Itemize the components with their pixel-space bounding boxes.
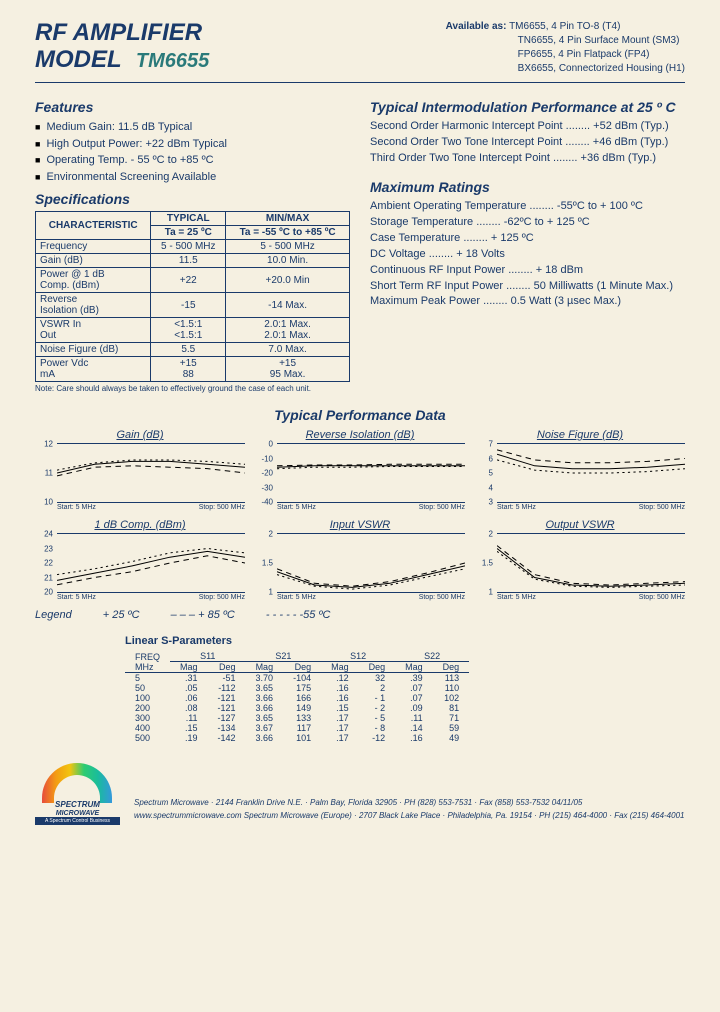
features-list: Medium Gain: 11.5 dB TypicalHigh Output … <box>35 119 350 185</box>
intermod-heading: Typical Intermodulation Performance at 2… <box>370 99 685 115</box>
legend-25c: + 25 ºC <box>103 609 140 621</box>
legend-label: Legend <box>35 609 72 621</box>
features-heading: Features <box>35 99 350 115</box>
chart: Output VSWR11.52Start: 5 MHzStop: 500 MH… <box>475 519 685 601</box>
sparams-table: FREQMHzS11S21S12S22MagDegMagDegMagDegMag… <box>125 651 469 743</box>
spectrum-logo: SPECTRUMMICROWAVE A Spectrum Control Bus… <box>35 763 120 823</box>
feature-item: Operating Temp. - 55 ºC to +85 ºC <box>35 152 350 169</box>
chart: Noise Figure (dB)34567Start: 5 MHzStop: … <box>475 429 685 511</box>
spec-note: Note: Care should always be taken to eff… <box>35 384 350 393</box>
title-line1: RF AMPLIFIER <box>35 20 209 45</box>
feature-item: High Output Power: +22 dBm Typical <box>35 136 350 153</box>
model-number: TM6655 <box>136 50 209 72</box>
chart: Reverse Isolation (dB)0-10-20-30-40Start… <box>255 429 465 511</box>
legend-85c: – – – + 85 ºC <box>171 609 235 621</box>
chart-legend: Legend + 25 ºC – – – + 85 ºC - - - - - -… <box>35 609 685 621</box>
feature-item: Environmental Screening Available <box>35 169 350 186</box>
footer: SPECTRUMMICROWAVE A Spectrum Control Bus… <box>35 763 685 823</box>
chart: Input VSWR11.52Start: 5 MHzStop: 500 MHz <box>255 519 465 601</box>
chart: Gain (dB)101112Start: 5 MHzStop: 500 MHz <box>35 429 245 511</box>
chart-row-2: 1 dB Comp. (dBm)2021222324Start: 5 MHzSt… <box>35 519 685 601</box>
chart-row-1: Gain (dB)101112Start: 5 MHzStop: 500 MHz… <box>35 429 685 511</box>
maxratings-list: Ambient Operating Temperature ........ -… <box>370 199 685 311</box>
footer-line2: www.spectrummicrowave.com Spectrum Micro… <box>134 810 685 823</box>
available-label: Available as: <box>446 21 507 32</box>
sparams-heading: Linear S-Parameters <box>125 635 685 647</box>
performance-title: Typical Performance Data <box>35 407 685 423</box>
maxratings-heading: Maximum Ratings <box>370 179 685 195</box>
title-line2: MODEL <box>35 46 121 73</box>
chart: 1 dB Comp. (dBm)2021222324Start: 5 MHzSt… <box>35 519 245 601</box>
intermod-list: Second Order Harmonic Intercept Point ..… <box>370 119 685 167</box>
header-rule <box>35 82 685 83</box>
available-as: Available as: TM6655, 4 Pin TO-8 (T4)TN6… <box>446 20 685 76</box>
legend-m55c: - - - - - -55 ºC <box>266 609 331 621</box>
feature-item: Medium Gain: 11.5 dB Typical <box>35 119 350 136</box>
footer-line1: Spectrum Microwave · 2144 Franklin Drive… <box>134 797 685 810</box>
specifications-table: CHARACTERISTICTYPICALMIN/MAXTa = 25 ºCTa… <box>35 211 350 382</box>
specifications-heading: Specifications <box>35 191 350 207</box>
